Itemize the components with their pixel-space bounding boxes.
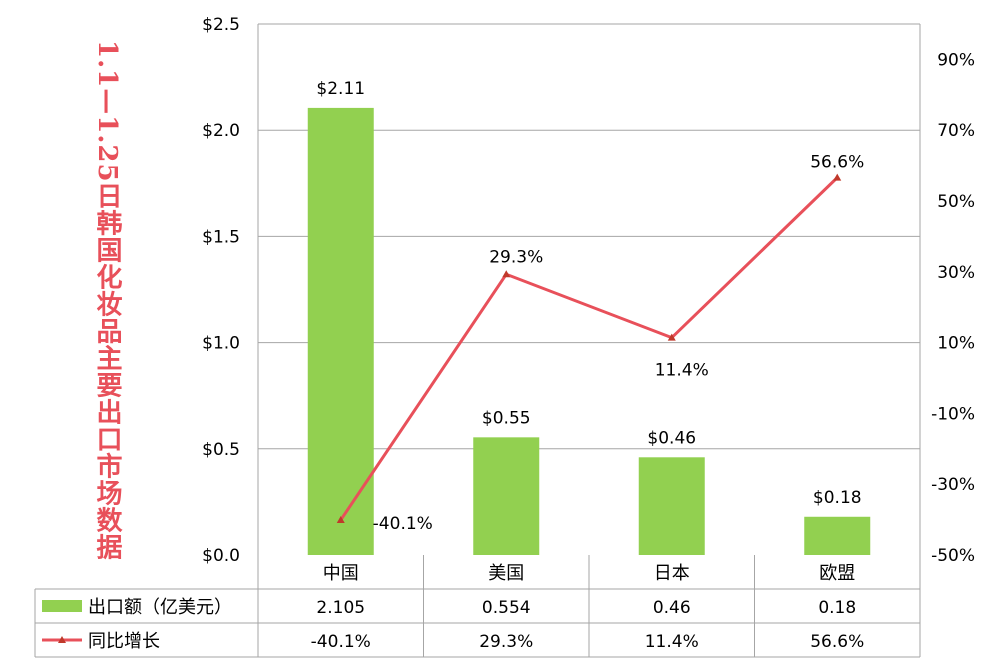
y-right-tick-label: 30%	[937, 263, 975, 283]
bar-4	[804, 516, 871, 555]
y-right-tick-label: 70%	[937, 121, 975, 141]
line-data-label: 29.3%	[489, 247, 543, 267]
bar-2	[473, 437, 540, 555]
y-left-tick-label: $0.5	[202, 440, 240, 460]
category-label: 欧盟	[819, 563, 855, 584]
y-left-tick-label: $1.0	[202, 334, 240, 354]
y-left-tick-label: $0.0	[202, 546, 240, 566]
bar-1	[307, 107, 374, 555]
table-cell: 11.4%	[645, 632, 699, 652]
legend-bar-swatch	[42, 600, 82, 612]
table-cell: 56.6%	[810, 632, 864, 652]
table-cell: 29.3%	[479, 632, 533, 652]
category-label: 中国	[323, 563, 359, 584]
y-right-tick-label: 50%	[937, 192, 975, 212]
line-data-label: -40.1%	[373, 514, 433, 534]
y-right-tick-label: -50%	[931, 546, 975, 566]
growth-point-4	[833, 173, 842, 181]
bar-data-label: $0.46	[647, 428, 696, 448]
y-left-tick-label: $2.0	[202, 121, 240, 141]
legend-line-label: 同比增长	[88, 631, 160, 652]
category-label: 美国	[488, 563, 524, 584]
bar-3	[638, 457, 705, 555]
growth-point-2	[502, 270, 511, 278]
table-cell: 0.46	[653, 598, 691, 618]
line-data-label: 56.6%	[810, 153, 864, 173]
legend-line-marker	[58, 636, 66, 643]
y-left-tick-label: $2.5	[202, 15, 240, 35]
growth-point-1	[336, 515, 345, 523]
table-cell: 0.18	[818, 598, 856, 618]
category-label: 日本	[654, 563, 690, 584]
y-right-tick-label: -10%	[931, 404, 975, 424]
bar-data-label: $0.18	[813, 488, 862, 508]
legend-bar-label: 出口额（亿美元）	[88, 597, 232, 618]
y-right-tick-label: 10%	[937, 334, 975, 354]
bar-data-label: $2.11	[316, 79, 365, 99]
table-cell: -40.1%	[311, 632, 371, 652]
growth-line	[339, 176, 839, 521]
y-right-tick-label: -30%	[931, 475, 975, 495]
table-cell: 2.105	[316, 598, 365, 618]
y-right-tick-label: 90%	[937, 50, 975, 70]
growth-point-3	[667, 333, 676, 341]
y-left-tick-label: $1.5	[202, 227, 240, 247]
line-data-label: 11.4%	[655, 361, 709, 381]
bar-data-label: $0.55	[482, 408, 531, 428]
table-cell: 0.554	[482, 598, 531, 618]
chart-title: 1.1—1.25日韩国化妆品主要出口市场数据	[92, 40, 122, 561]
